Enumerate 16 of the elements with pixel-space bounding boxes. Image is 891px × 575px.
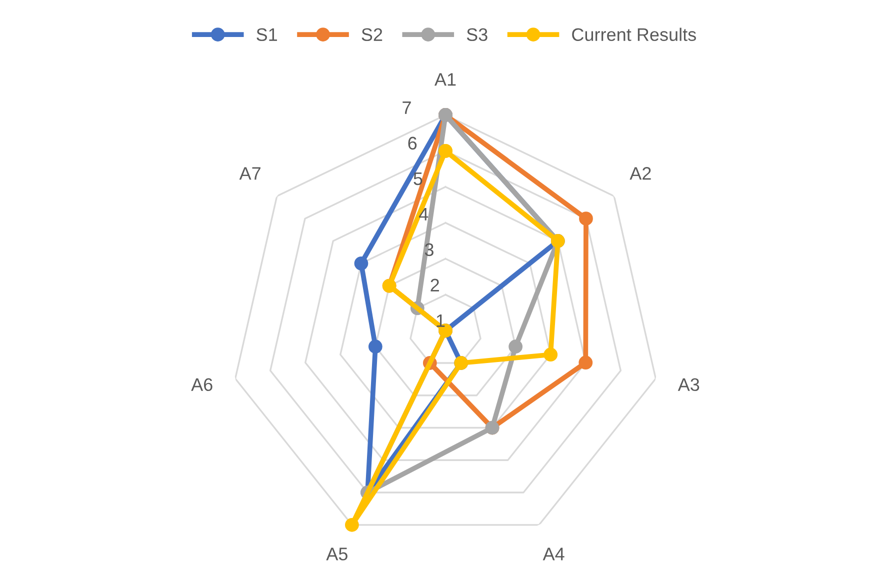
spoke-label: A2 (630, 167, 651, 180)
spoke-label: A3 (678, 378, 700, 392)
y-tick-label: 2 (430, 278, 439, 292)
spoke-label: A6 (191, 378, 212, 392)
y-tick-label: 7 (402, 101, 411, 114)
spoke-label: A1 (434, 73, 456, 86)
spoke-label: A4 (542, 548, 564, 560)
legend-label: S2 (362, 28, 382, 42)
spoke-label: A5 (326, 548, 348, 560)
y-tick-label: 6 (408, 136, 417, 150)
y-tick-label: 5 (414, 172, 422, 186)
legend-label: Current Results (572, 28, 696, 42)
y-tick-label: 3 (424, 243, 434, 256)
legend-label: S1 (256, 28, 277, 42)
spoke-label: A7 (239, 167, 260, 180)
legend-label: S3 (466, 28, 488, 42)
